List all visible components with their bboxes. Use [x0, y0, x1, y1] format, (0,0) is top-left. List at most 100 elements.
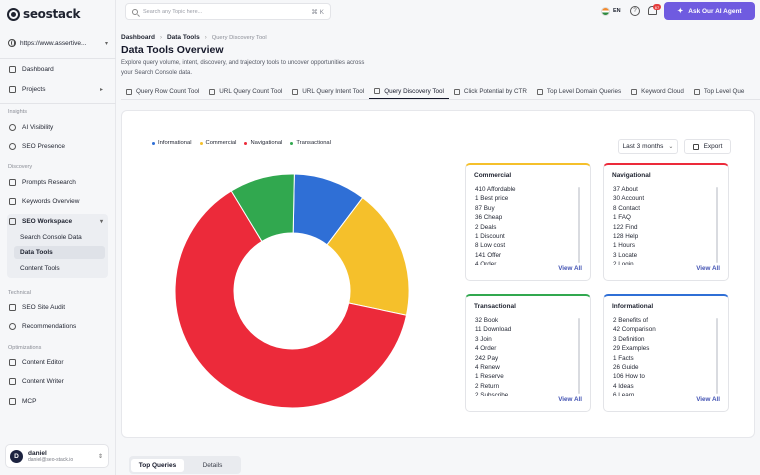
chart-legend: Informational Commercial Navigational Trans…: [152, 140, 331, 146]
sidebar-item-seo-site-audit[interactable]: SEO Site Audit: [7, 300, 107, 315]
sidebar-item-ai-visibility[interactable]: AI Visibility: [7, 120, 107, 135]
legend-item-commercial[interactable]: Commercial: [199, 140, 236, 146]
list-item: 29 Examples: [613, 345, 650, 353]
tab-details[interactable]: Details: [202, 461, 223, 469]
site-url: https://www.assertive...: [20, 39, 87, 47]
sidebar-item-seo-presence[interactable]: SEO Presence: [7, 139, 107, 154]
sidebar-item-prompts-research[interactable]: Prompts Research: [7, 175, 107, 190]
ask-ai-agent-button[interactable]: ✦ Ask Our AI Agent: [664, 2, 755, 20]
bottom-tabs: Top Queries Details: [129, 456, 241, 474]
sidebar-item-label: MCP: [22, 398, 37, 405]
export-label: Export: [703, 143, 723, 150]
sidebar-item-label: SEO Site Audit: [22, 304, 65, 311]
list-item: 128 Help: [613, 233, 639, 241]
tab-query-row-count-tool[interactable]: Query Row Count Tool: [121, 84, 204, 99]
scrollbar[interactable]: [578, 318, 580, 394]
sidebar-subitem-data-tools[interactable]: Data Tools: [14, 246, 105, 259]
keyword-list[interactable]: 37 About 30 Account 8 Contact 1 FAQ 122 Find…: [613, 185, 713, 265]
list-item: 410 Affordable: [475, 186, 516, 193]
legend-label: Informational: [158, 140, 192, 146]
sidebar-subitem-content-tools[interactable]: Content Tools: [20, 265, 60, 272]
topbar: Search any Topic here... ⌘ K EN ? 67 ✦ A…: [116, 0, 760, 24]
export-button[interactable]: Export: [684, 139, 731, 154]
notification-badge: 67: [653, 4, 661, 10]
logo[interactable]: seostack: [7, 7, 81, 21]
panel-transactional: Transactional 32 Book 11 Download 3 Join 4 O…: [465, 294, 591, 412]
tab-url-query-count-tool[interactable]: URL Query Count Tool: [204, 84, 287, 99]
breadcrumb-current: Query Discovery Tool: [211, 34, 267, 41]
chevron-updown-icon: ⇕: [97, 453, 103, 460]
chat-icon: [9, 179, 16, 186]
breadcrumb-item[interactable]: Dashboard: [121, 34, 155, 41]
tab-label: Click Potential by CTR: [463, 88, 527, 95]
list-item: 122 Find: [613, 223, 638, 231]
legend-item-transactional[interactable]: Transactional: [290, 140, 331, 146]
flag-india-icon[interactable]: [601, 7, 610, 16]
section-label-insights: Insights: [8, 109, 27, 115]
scrollbar[interactable]: [716, 318, 718, 394]
chevron-down-icon: ▾: [99, 219, 103, 225]
sparkle-icon: ✦: [677, 8, 684, 15]
sidebar-item-seo-workspace[interactable]: SEO Workspace ▾: [7, 214, 107, 229]
discovery-icon: [374, 88, 381, 94]
tab-url-query-intent-tool[interactable]: URL Query Intent Tool: [287, 84, 369, 99]
view-all-link[interactable]: View All: [558, 265, 582, 272]
sidebar-item-projects[interactable]: Projects ▸: [7, 82, 107, 97]
panel-navigational: Navigational 37 About 30 Account 8 Contact 1…: [603, 163, 729, 281]
legend-item-informational[interactable]: Informational: [152, 140, 192, 146]
scrollbar[interactable]: [578, 187, 580, 263]
tab-click-potential-by-ctr[interactable]: Click Potential by CTR: [449, 84, 532, 99]
keyword-list[interactable]: 32 Book 11 Download 3 Join 4 Order 242 Pay 4 …: [475, 316, 575, 396]
edit-icon: [9, 359, 16, 366]
list-item: 26 Guide: [613, 364, 639, 372]
globe-icon: [8, 39, 16, 47]
chat-help-icon[interactable]: ?: [630, 6, 640, 16]
folder-icon: [9, 86, 16, 93]
language-selector[interactable]: EN: [613, 8, 621, 14]
sidebar-subitem-search-console-data[interactable]: Search Console Data: [20, 234, 82, 241]
sidebar-item-recommendations[interactable]: Recommendations: [7, 319, 107, 334]
list-item: 2 Subscribe: [475, 392, 509, 396]
logo-icon: [7, 7, 20, 21]
tab-keyword-cloud[interactable]: Keyword Cloud: [626, 84, 689, 99]
keyword-list[interactable]: 2 Benefits of 42 Comparison 3 Definition 29…: [613, 316, 713, 396]
panel-title: Commercial: [474, 172, 512, 179]
tab-top-level-domain-queries[interactable]: Top Level Domain Queries: [532, 84, 626, 99]
scrollbar[interactable]: [716, 187, 718, 263]
panel-informational: Informational 2 Benefits of 42 Comparison 3…: [603, 294, 729, 412]
donut-slice-navigational[interactable]: [174, 190, 408, 409]
tab-query-discovery-tool[interactable]: Query Discovery Tool: [369, 84, 449, 99]
sidebar-item-dashboard[interactable]: Dashboard: [7, 62, 107, 77]
sidebar-item-mcp[interactable]: MCP: [7, 394, 107, 409]
tab-label: Query Discovery Tool: [384, 87, 444, 95]
site-selector[interactable]: https://www.assertive... ▾: [8, 36, 108, 50]
section-label-optimizations: Optimizations: [8, 345, 42, 351]
sidebar-item-keywords-overview[interactable]: Keywords Overview: [7, 194, 107, 209]
sidebar-item-label: AI Visibility: [22, 124, 54, 131]
tab-top-level-que[interactable]: Top Level Que: [689, 84, 750, 99]
sidebar-item-content-writer[interactable]: Content Writer: [7, 374, 107, 389]
tab-label: Query Row Count Tool: [136, 88, 200, 95]
list-item: 242 Pay: [475, 354, 499, 362]
sidebar-item-content-editor[interactable]: Content Editor: [7, 355, 107, 370]
bell-icon[interactable]: [648, 6, 657, 15]
period-select[interactable]: Last 3 months ⌄: [618, 139, 678, 154]
lightbulb-icon: [9, 323, 16, 330]
breadcrumb-item[interactable]: Data Tools: [166, 34, 200, 41]
audit-icon: [9, 304, 16, 311]
user-menu[interactable]: D daniel daniel@seo-stack.io ⇕: [5, 444, 109, 468]
table-icon: [126, 88, 132, 95]
keyword-list[interactable]: 410 Affordable 1 Best price 87 Buy 36 Cheap…: [475, 185, 575, 265]
page-title: Data Tools Overview: [121, 44, 224, 56]
tab-top-queries[interactable]: Top Queries: [131, 458, 184, 472]
section-label-technical: Technical: [8, 290, 31, 296]
donut-slice-transactional[interactable]: [230, 173, 295, 243]
view-all-link[interactable]: View All: [696, 265, 720, 272]
list-item: 3 Definition: [613, 335, 645, 343]
shortcut-hint: ⌘ K: [311, 8, 324, 16]
view-all-link[interactable]: View All: [696, 396, 720, 403]
legend-item-navigational[interactable]: Navigational: [244, 140, 282, 146]
view-all-link[interactable]: View All: [558, 396, 582, 403]
search-input[interactable]: Search any Topic here... ⌘ K: [125, 3, 331, 20]
list-item: 8 Contact: [613, 204, 640, 212]
